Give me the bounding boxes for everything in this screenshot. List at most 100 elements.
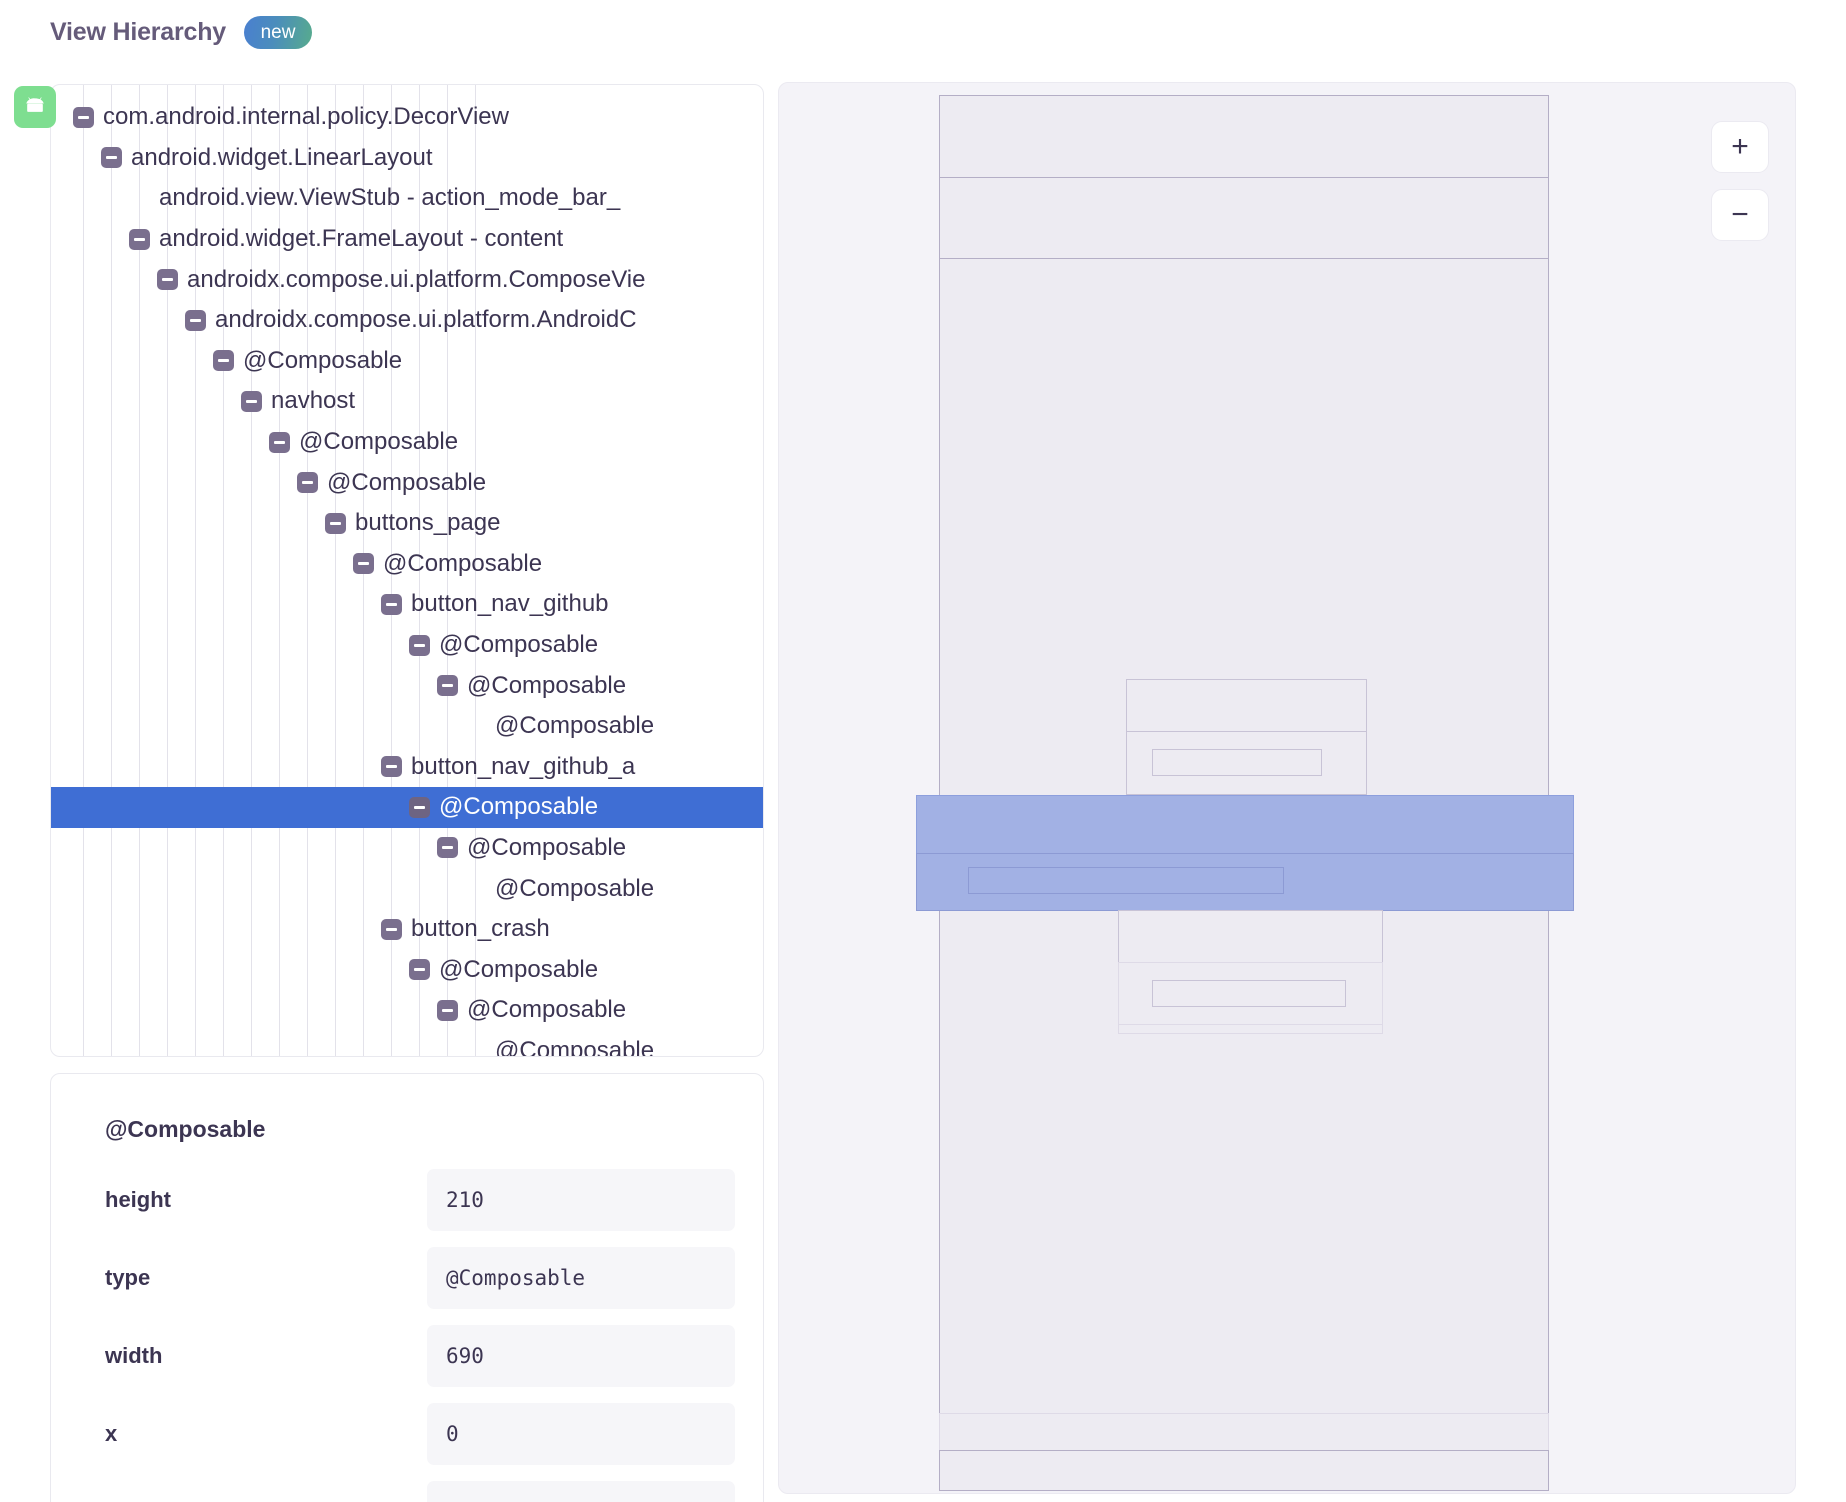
property-row: y — [79, 1481, 735, 1502]
property-key: y — [79, 1499, 427, 1502]
tree-row-label: @Composable — [327, 468, 487, 496]
tree-row[interactable]: @Composable — [51, 462, 763, 503]
collapse-toggle-icon[interactable] — [325, 512, 346, 534]
device-preview-panel[interactable]: + − — [778, 82, 1796, 1494]
tree-row[interactable]: @Composable — [51, 665, 763, 706]
collapse-toggle-icon[interactable] — [241, 390, 262, 412]
tree-row-label: @Composable — [495, 712, 655, 740]
property-value: 210 — [427, 1169, 735, 1231]
collapse-toggle-icon[interactable] — [213, 350, 234, 372]
tree-row[interactable]: androidx.compose.ui.platform.ComposeVie — [51, 259, 763, 300]
tree-row-label: com.android.internal.policy.DecorView — [103, 103, 509, 131]
tree-row-label: @Composable — [243, 346, 403, 374]
tree-row[interactable]: @Composable — [51, 1031, 763, 1057]
tree-row[interactable]: androidx.compose.ui.platform.AndroidC — [51, 300, 763, 341]
tree-row[interactable]: @Composable — [51, 422, 763, 463]
tree-row-label: android.widget.FrameLayout - content — [159, 225, 564, 253]
collapse-toggle-icon[interactable] — [381, 918, 402, 940]
tree-row[interactable]: @Composable — [51, 828, 763, 869]
collapse-toggle-icon[interactable] — [437, 837, 458, 859]
tree-row[interactable]: button_crash — [51, 909, 763, 950]
tree-row-label: android.view.ViewStub - action_mode_bar_ — [159, 184, 621, 212]
zoom-in-button[interactable]: + — [1711, 121, 1769, 173]
property-value: 0 — [427, 1403, 735, 1465]
property-value: 690 — [427, 1325, 735, 1387]
collapse-toggle-icon[interactable] — [381, 593, 402, 615]
tree-row[interactable]: @Composable — [51, 544, 763, 585]
property-key: type — [105, 1265, 151, 1290]
tree-row-label: @Composable — [439, 631, 599, 659]
wireframe-status-bar — [939, 95, 1549, 178]
tree-row-label: button_nav_github_a — [411, 752, 636, 780]
wireframe-bottom-bar-1 — [939, 1413, 1549, 1451]
tree-row[interactable]: @Composable — [51, 706, 763, 747]
tree-row-label: @Composable — [495, 874, 655, 902]
tree-row-label: androidx.compose.ui.platform.AndroidC — [215, 306, 637, 334]
tree-row[interactable]: android.widget.LinearLayout — [51, 138, 763, 179]
tree-row-label: @Composable — [495, 1036, 655, 1057]
wireframe-app-bar — [939, 177, 1549, 259]
tree-row-label: android.widget.LinearLayout — [131, 143, 433, 171]
tree-row[interactable]: com.android.internal.policy.DecorView — [51, 97, 763, 138]
wireframe-bottom-bar-2 — [939, 1450, 1549, 1491]
collapse-toggle-icon[interactable] — [101, 147, 122, 169]
tree-row[interactable]: @Composable — [51, 990, 763, 1031]
tree-row[interactable]: @Composable — [51, 949, 763, 990]
wireframe-selected-row — [916, 853, 1574, 911]
property-row: height 210 — [79, 1169, 735, 1231]
tree-row-label: @Composable — [467, 833, 627, 861]
tree-row-label: @Composable — [439, 955, 599, 983]
tree-row-label: @Composable — [299, 428, 459, 456]
tree-rows-container[interactable]: com.android.internal.policy.DecorView and… — [51, 85, 763, 1056]
zoom-out-button[interactable]: − — [1711, 189, 1769, 241]
view-hierarchy-tree-panel[interactable]: com.android.internal.policy.DecorView and… — [50, 84, 764, 1057]
tree-row[interactable]: button_nav_github_a — [51, 747, 763, 788]
tree-row-label: @Composable — [439, 793, 599, 821]
node-detail-panel: @Composable height 210 type @Composable widt… — [50, 1073, 764, 1502]
wireframe-button-block-1 — [1126, 679, 1367, 732]
collapse-toggle-icon[interactable] — [409, 959, 430, 981]
collapse-toggle-icon[interactable] — [129, 228, 150, 250]
tree-row-label: @Composable — [383, 549, 543, 577]
tree-row[interactable]: @Composable — [51, 341, 763, 382]
tree-row[interactable]: android.view.ViewStub - action_mode_bar_ — [51, 178, 763, 219]
tree-row-label: androidx.compose.ui.platform.ComposeVie — [187, 265, 646, 293]
collapse-toggle-icon[interactable] — [157, 269, 178, 291]
detail-title: @Composable — [105, 1116, 266, 1142]
tree-row[interactable]: @Composable — [51, 787, 763, 828]
tree-row[interactable]: navhost — [51, 381, 763, 422]
property-value — [427, 1481, 735, 1502]
collapse-toggle-icon[interactable] — [437, 675, 458, 697]
collapse-toggle-icon[interactable] — [409, 796, 430, 818]
collapse-toggle-icon[interactable] — [185, 309, 206, 331]
collapse-toggle-icon[interactable] — [353, 553, 374, 575]
collapse-toggle-icon[interactable] — [437, 999, 458, 1021]
property-value: @Composable — [427, 1247, 735, 1309]
collapse-toggle-icon[interactable] — [73, 106, 94, 128]
android-icon — [14, 86, 56, 128]
tree-row-label: @Composable — [467, 671, 627, 699]
wireframe-selected-label — [968, 867, 1284, 894]
collapse-toggle-icon[interactable] — [381, 756, 402, 778]
tree-row-label: button_crash — [411, 915, 550, 943]
wireframe-button-block-3 — [1118, 910, 1383, 963]
wireframe-button-footer — [1118, 1024, 1383, 1034]
wireframe-button-label-2 — [1152, 980, 1346, 1007]
collapse-toggle-icon[interactable] — [297, 472, 318, 494]
tree-row[interactable]: @Composable — [51, 868, 763, 909]
tree-row[interactable]: buttons_page — [51, 503, 763, 544]
wireframe-button-label-1 — [1152, 749, 1322, 776]
tree-row[interactable]: button_nav_github — [51, 584, 763, 625]
tree-row-label: button_nav_github — [411, 590, 609, 618]
tree-row-label: @Composable — [467, 996, 627, 1024]
collapse-toggle-icon[interactable] — [409, 634, 430, 656]
collapse-toggle-icon[interactable] — [269, 431, 290, 453]
tree-row[interactable]: @Composable — [51, 625, 763, 666]
page-title: View Hierarchy — [50, 18, 227, 46]
tree-row-label: navhost — [271, 387, 356, 415]
device-wireframe — [916, 95, 1574, 1491]
tree-row[interactable]: android.widget.FrameLayout - content — [51, 219, 763, 260]
